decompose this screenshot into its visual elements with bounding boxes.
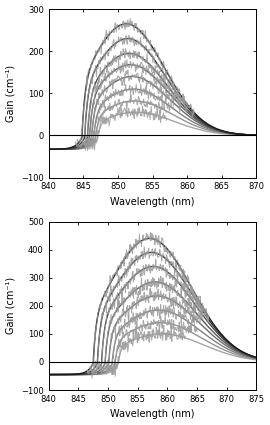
X-axis label: Wavelength (nm): Wavelength (nm) (110, 197, 195, 207)
X-axis label: Wavelength (nm): Wavelength (nm) (110, 409, 195, 419)
Y-axis label: Gain (cm⁻¹): Gain (cm⁻¹) (6, 65, 16, 122)
Y-axis label: Gain (cm⁻¹): Gain (cm⁻¹) (6, 277, 16, 334)
